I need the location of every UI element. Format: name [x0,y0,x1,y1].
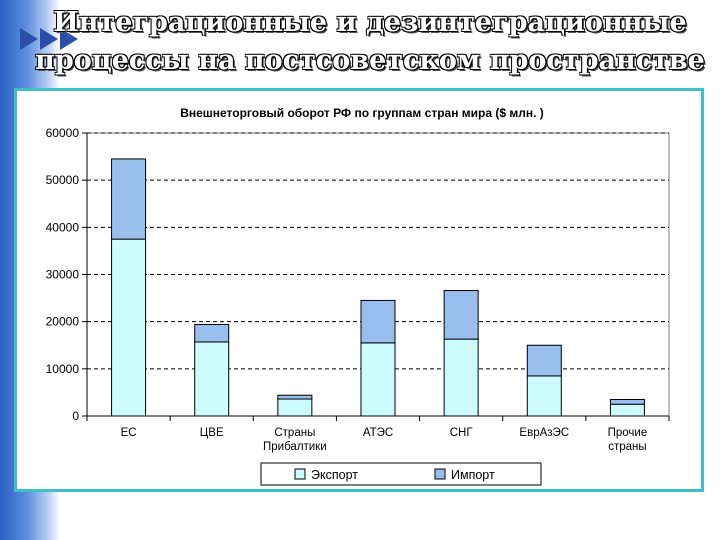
bar-import [277,394,313,400]
x-tick-label: ЕС [121,427,137,439]
legend-swatch [294,468,306,480]
bar-import [609,398,645,405]
bar-import [111,158,147,240]
x-tick-label: Страны [274,427,315,439]
bar-export [443,338,479,417]
y-tick-label: 20000 [46,315,80,329]
legend-label: Импорт [451,468,495,482]
x-tick-label: ЦВЕ [200,427,224,439]
y-tick-label: 60000 [46,126,80,140]
slide-title: Интеграционные и дезинтеграционные проце… [20,4,720,80]
y-tick-label: 40000 [46,220,80,234]
chart-frame: Внешнеторговый оборот РФ по группам стра… [14,88,704,492]
legend-swatch [434,468,446,480]
bar-import [526,344,562,377]
bar-export [194,341,230,417]
x-tick-label: Прибалтики [263,441,327,453]
triangle-arrows-icon [20,28,78,50]
slide-title-line-2: процессы на постсоветском пространстве [35,45,705,76]
chart-title: Внешнеторговый оборот РФ по группам стра… [180,106,544,120]
bar-import [360,299,396,344]
legend-box [260,462,542,486]
x-tick-label: страны [608,441,646,453]
bar-import [443,290,479,340]
bar-export [277,398,313,417]
x-tick-label: Прочие [608,427,648,439]
y-tick-label: 50000 [46,173,80,187]
y-tick-label: 0 [72,409,79,423]
bar-export [360,342,396,417]
slide-title-line-1: Интеграционные и дезинтеграционные [53,7,687,38]
x-tick-label: АТЭС [363,427,393,439]
y-tick-label: 10000 [46,362,80,376]
bar-import [194,323,230,343]
y-tick-label: 30000 [46,268,80,282]
bar-export [111,238,147,417]
bar-export [526,375,562,417]
bar-chart: Внешнеторговый оборот РФ по группам стра… [46,106,670,486]
x-tick-label: ЕврАзЭС [519,427,569,439]
x-tick-label: СНГ [450,427,474,439]
bar-export [609,403,645,417]
legend-label: Экспорт [311,468,358,482]
